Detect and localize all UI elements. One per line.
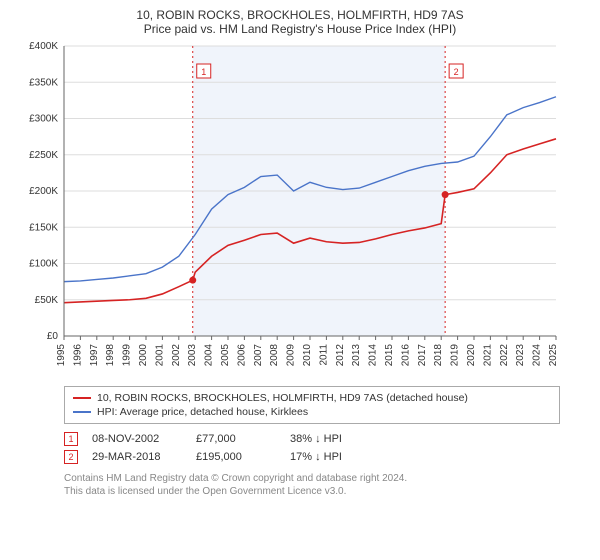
event-marker: 1	[64, 432, 78, 446]
event-marker-number: 2	[454, 67, 459, 77]
legend-swatch	[73, 397, 91, 399]
event-table: 1 08-NOV-2002 £77,000 38% ↓ HPI 2 29-MAR-2018…	[64, 430, 560, 466]
x-tick-label: 1995	[56, 344, 67, 367]
x-tick-label: 2019	[450, 344, 461, 367]
x-tick-label: 1996	[72, 344, 83, 367]
x-tick-label: 2025	[548, 344, 559, 367]
event-diff: 17% ↓ HPI	[290, 451, 380, 463]
event-price: £195,000	[196, 451, 276, 463]
x-tick-label: 2023	[515, 344, 526, 367]
x-tick-label: 2006	[236, 344, 247, 367]
legend-swatch	[73, 411, 91, 413]
x-tick-label: 2011	[318, 344, 329, 366]
x-tick-label: 2007	[253, 344, 264, 367]
legend-label: HPI: Average price, detached house, Kirk…	[97, 406, 308, 418]
x-tick-label: 2013	[351, 344, 362, 367]
x-tick-label: 2015	[384, 344, 395, 367]
event-dot	[189, 277, 196, 284]
chart-svg: £0 £50K £100K £150K £200K £250K £300K £350K £400…	[10, 40, 570, 380]
x-tick-label: 2024	[532, 344, 543, 367]
legend: 10, ROBIN ROCKS, BROCKHOLES, HOLMFIRTH, …	[64, 386, 560, 424]
event-row: 2 29-MAR-2018 £195,000 17% ↓ HPI	[64, 448, 560, 466]
x-tick-label: 2010	[302, 344, 313, 367]
y-tick-label: £50K	[35, 295, 59, 306]
chart-container: 10, ROBIN ROCKS, BROCKHOLES, HOLMFIRTH, …	[0, 0, 600, 560]
footer-attribution: Contains HM Land Registry data © Crown c…	[64, 472, 560, 498]
x-tick-label: 2000	[138, 344, 149, 367]
x-tick-label: 1999	[122, 344, 133, 367]
event-date: 08-NOV-2002	[92, 433, 182, 445]
event-date: 29-MAR-2018	[92, 451, 182, 463]
y-tick-label: £0	[47, 331, 59, 342]
x-tick-label: 2001	[154, 344, 165, 367]
x-tick-label: 2014	[368, 344, 379, 367]
chart-plot: £0 £50K £100K £150K £200K £250K £300K £350K £400…	[10, 40, 590, 380]
event-dot	[442, 191, 449, 198]
event-marker: 2	[64, 450, 78, 464]
chart-title: 10, ROBIN ROCKS, BROCKHOLES, HOLMFIRTH, …	[10, 8, 590, 22]
y-tick-label: £250K	[29, 150, 58, 161]
legend-row: HPI: Average price, detached house, Kirk…	[73, 405, 551, 419]
event-price: £77,000	[196, 433, 276, 445]
x-tick-label: 2022	[499, 344, 510, 367]
y-tick-label: £100K	[29, 259, 58, 270]
x-tick-label: 2017	[417, 344, 428, 367]
footer-line1: Contains HM Land Registry data © Crown c…	[64, 472, 560, 485]
event-row: 1 08-NOV-2002 £77,000 38% ↓ HPI	[64, 430, 560, 448]
x-tick-label: 2012	[335, 344, 346, 367]
y-tick-label: £350K	[29, 77, 58, 88]
y-tick-label: £200K	[29, 186, 58, 197]
event-diff: 38% ↓ HPI	[290, 433, 380, 445]
x-tick-label: 2008	[269, 344, 280, 367]
chart-subtitle: Price paid vs. HM Land Registry's House …	[10, 22, 590, 36]
x-tick-label: 1997	[89, 344, 100, 367]
x-tick-label: 2018	[433, 344, 444, 367]
x-tick-label: 2005	[220, 344, 231, 367]
legend-row: 10, ROBIN ROCKS, BROCKHOLES, HOLMFIRTH, …	[73, 391, 551, 405]
x-tick-label: 2016	[400, 344, 411, 367]
x-tick-label: 2002	[171, 344, 182, 367]
legend-label: 10, ROBIN ROCKS, BROCKHOLES, HOLMFIRTH, …	[97, 392, 468, 404]
y-tick-label: £300K	[29, 114, 58, 125]
x-tick-label: 2003	[187, 344, 198, 367]
x-tick-label: 2021	[482, 344, 493, 367]
y-tick-label: £400K	[29, 41, 58, 52]
x-tick-label: 2009	[286, 344, 297, 367]
footer-line2: This data is licensed under the Open Gov…	[64, 485, 560, 498]
y-tick-label: £150K	[29, 222, 58, 233]
x-tick-label: 2020	[466, 344, 477, 367]
x-tick-label: 1998	[105, 344, 116, 367]
x-tick-label: 2004	[204, 344, 215, 367]
event-marker-number: 1	[201, 67, 206, 77]
